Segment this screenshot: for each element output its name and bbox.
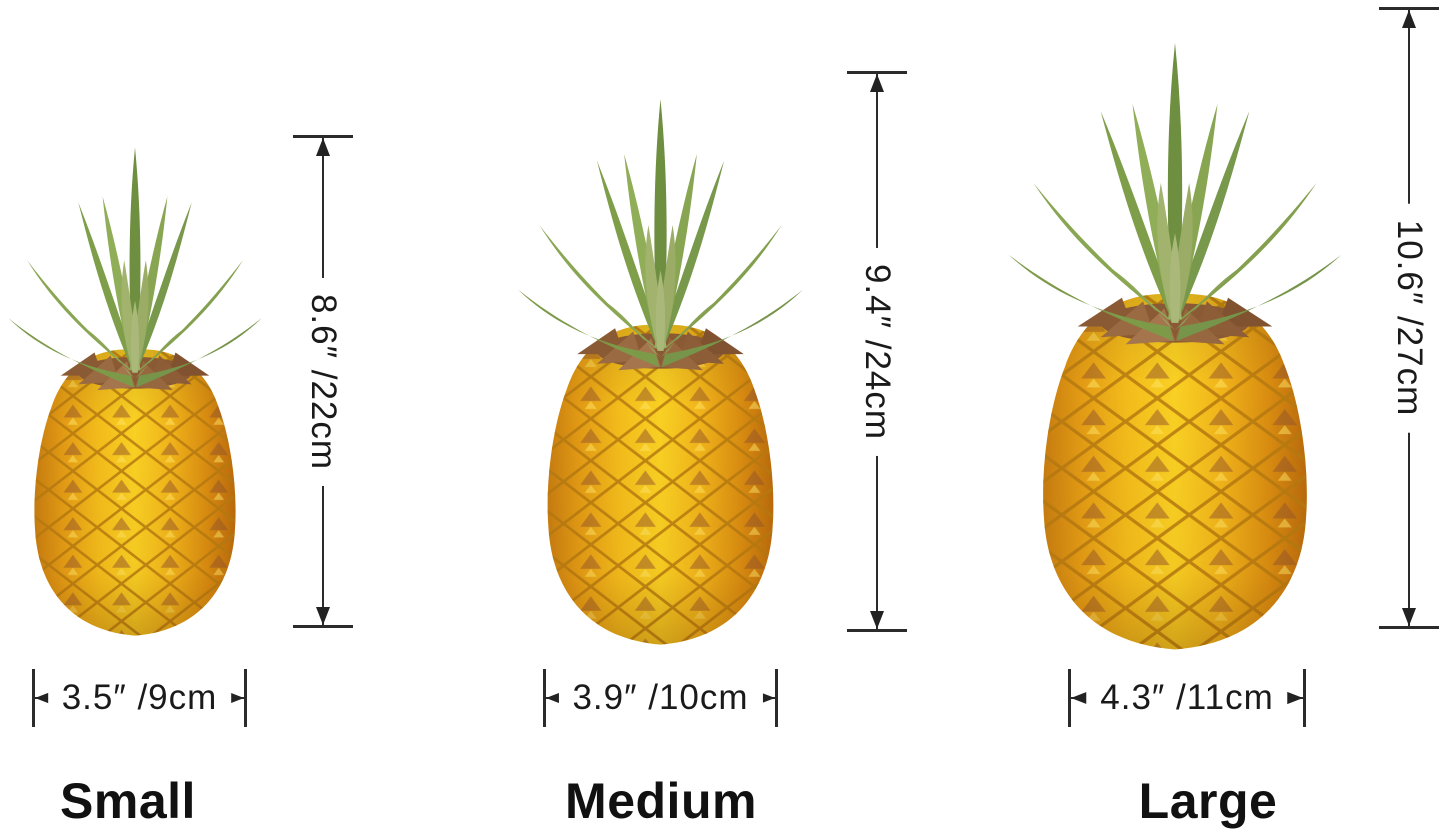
height-dimension-large: 10.6″ /27cm <box>1379 7 1439 629</box>
arrow-up-icon <box>870 74 884 92</box>
dimension-cap <box>244 669 247 727</box>
dimension-cap <box>1068 669 1071 727</box>
height-label-medium: 9.4″ /24cm <box>851 247 903 456</box>
width-dimension-medium: 3.9″ /10cm <box>543 669 778 727</box>
arrow-left-icon <box>1071 691 1089 705</box>
dimension-cap <box>1379 7 1439 10</box>
size-name-medium: Medium <box>565 773 757 829</box>
width-dimension-large: 4.3″ /11cm <box>1068 669 1306 727</box>
dimension-cap <box>1379 626 1439 629</box>
width-dimension-small: 3.5″ /9cm <box>32 669 247 727</box>
arrow-right-icon <box>1285 691 1303 705</box>
pineapple-large-image <box>1008 42 1342 650</box>
dimension-cap <box>847 629 907 632</box>
dimension-cap <box>543 669 546 727</box>
width-label-small: 3.5″ /9cm <box>47 674 232 722</box>
dimension-cap <box>293 625 353 628</box>
arrow-down-icon <box>316 607 330 625</box>
size-name-small: Small <box>60 773 196 829</box>
width-label-large: 4.3″ /11cm <box>1086 674 1288 722</box>
dimension-cap <box>293 135 353 138</box>
height-dimension-small: 8.6″ /22cm <box>293 135 353 628</box>
height-label-small: 8.6″ /22cm <box>297 277 349 486</box>
arrow-down-icon <box>870 611 884 629</box>
dimension-cap <box>847 71 907 74</box>
pineapple-small-image <box>8 147 262 636</box>
dimension-cap <box>32 669 35 727</box>
width-label-medium: 3.9″ /10cm <box>558 674 763 722</box>
height-label-large: 10.6″ /27cm <box>1383 203 1435 433</box>
size-name-large: Large <box>1138 773 1278 829</box>
height-dimension-medium: 9.4″ /24cm <box>847 71 907 632</box>
arrow-up-icon <box>316 138 330 156</box>
pineapple-medium-image <box>518 99 803 645</box>
arrow-down-icon <box>1402 608 1416 626</box>
dimension-cap <box>1303 669 1306 727</box>
arrow-up-icon <box>1402 10 1416 28</box>
dimension-cap <box>775 669 778 727</box>
